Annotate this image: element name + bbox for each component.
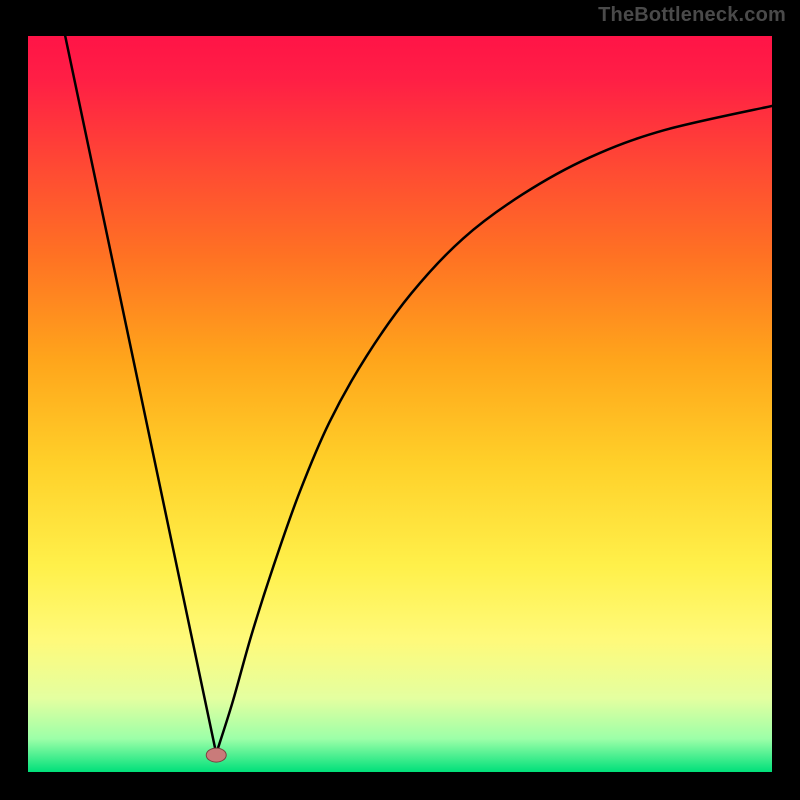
optimal-point-marker (206, 748, 226, 762)
plot-background-gradient (28, 36, 772, 772)
bottleneck-chart (0, 0, 800, 800)
watermark-text: TheBottleneck.com (598, 4, 786, 27)
chart-container: TheBottleneck.com (0, 0, 800, 800)
